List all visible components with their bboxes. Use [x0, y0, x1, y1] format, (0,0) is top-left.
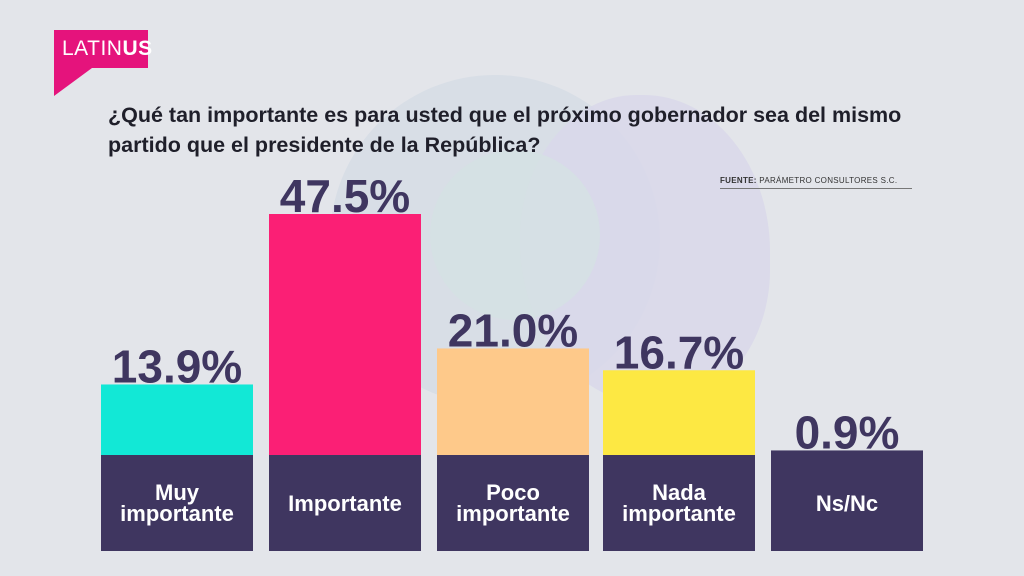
category-label-importante: Importante [269, 455, 421, 551]
bar-muy-importante [101, 384, 253, 455]
category-label-nada-importante: Nada importante [603, 455, 755, 551]
category-label-ns-nc: Ns/Nc [771, 455, 923, 551]
category-label-text: Ns/Nc [815, 490, 879, 516]
bar-nada-importante [603, 370, 755, 455]
chart-title: ¿Qué tan importante es para usted que el… [108, 103, 902, 157]
value-label-muy-importante: 13.9% [112, 340, 242, 392]
background-blob [430, 150, 600, 320]
label-slab-poco-importante [437, 455, 589, 551]
label-slab-muy-importante [101, 455, 253, 551]
category-label-muy-importante: Muy importante [101, 455, 253, 551]
logo-text-light: LATIN [62, 37, 123, 60]
category-label-text: Poco importante [456, 480, 570, 526]
bar-importante [269, 214, 421, 455]
category-label-text: Importante [288, 490, 402, 516]
bar-poco-importante [437, 348, 589, 455]
value-label-poco-importante: 21.0% [448, 304, 578, 356]
logo-text-bold: US [122, 37, 153, 60]
value-label-nada-importante: 16.7% [614, 326, 744, 378]
latinus-logo: LATINUS [54, 30, 152, 96]
value-label-importante: 47.5% [280, 170, 410, 222]
category-label-poco-importante: Poco importante [437, 455, 589, 551]
category-label-text: Nada importante [622, 480, 736, 526]
source-note: FUENTE: PARÁMETRO CONSULTORES S.C. [720, 176, 912, 189]
source-text: PARÁMETRO CONSULTORES S.C. [759, 176, 898, 185]
logo-text: LATINUS [62, 37, 153, 61]
source-label: FUENTE: [720, 176, 757, 185]
bar-ns-nc [771, 450, 923, 455]
label-slab-importante [269, 455, 421, 551]
logo-tail [54, 68, 92, 96]
logo-box [54, 30, 148, 68]
label-slab-nada-importante [603, 455, 755, 551]
label-slab-ns-nc [771, 455, 923, 551]
category-label-text: Muy importante [120, 480, 234, 526]
value-label-ns-nc: 0.9% [795, 406, 900, 458]
